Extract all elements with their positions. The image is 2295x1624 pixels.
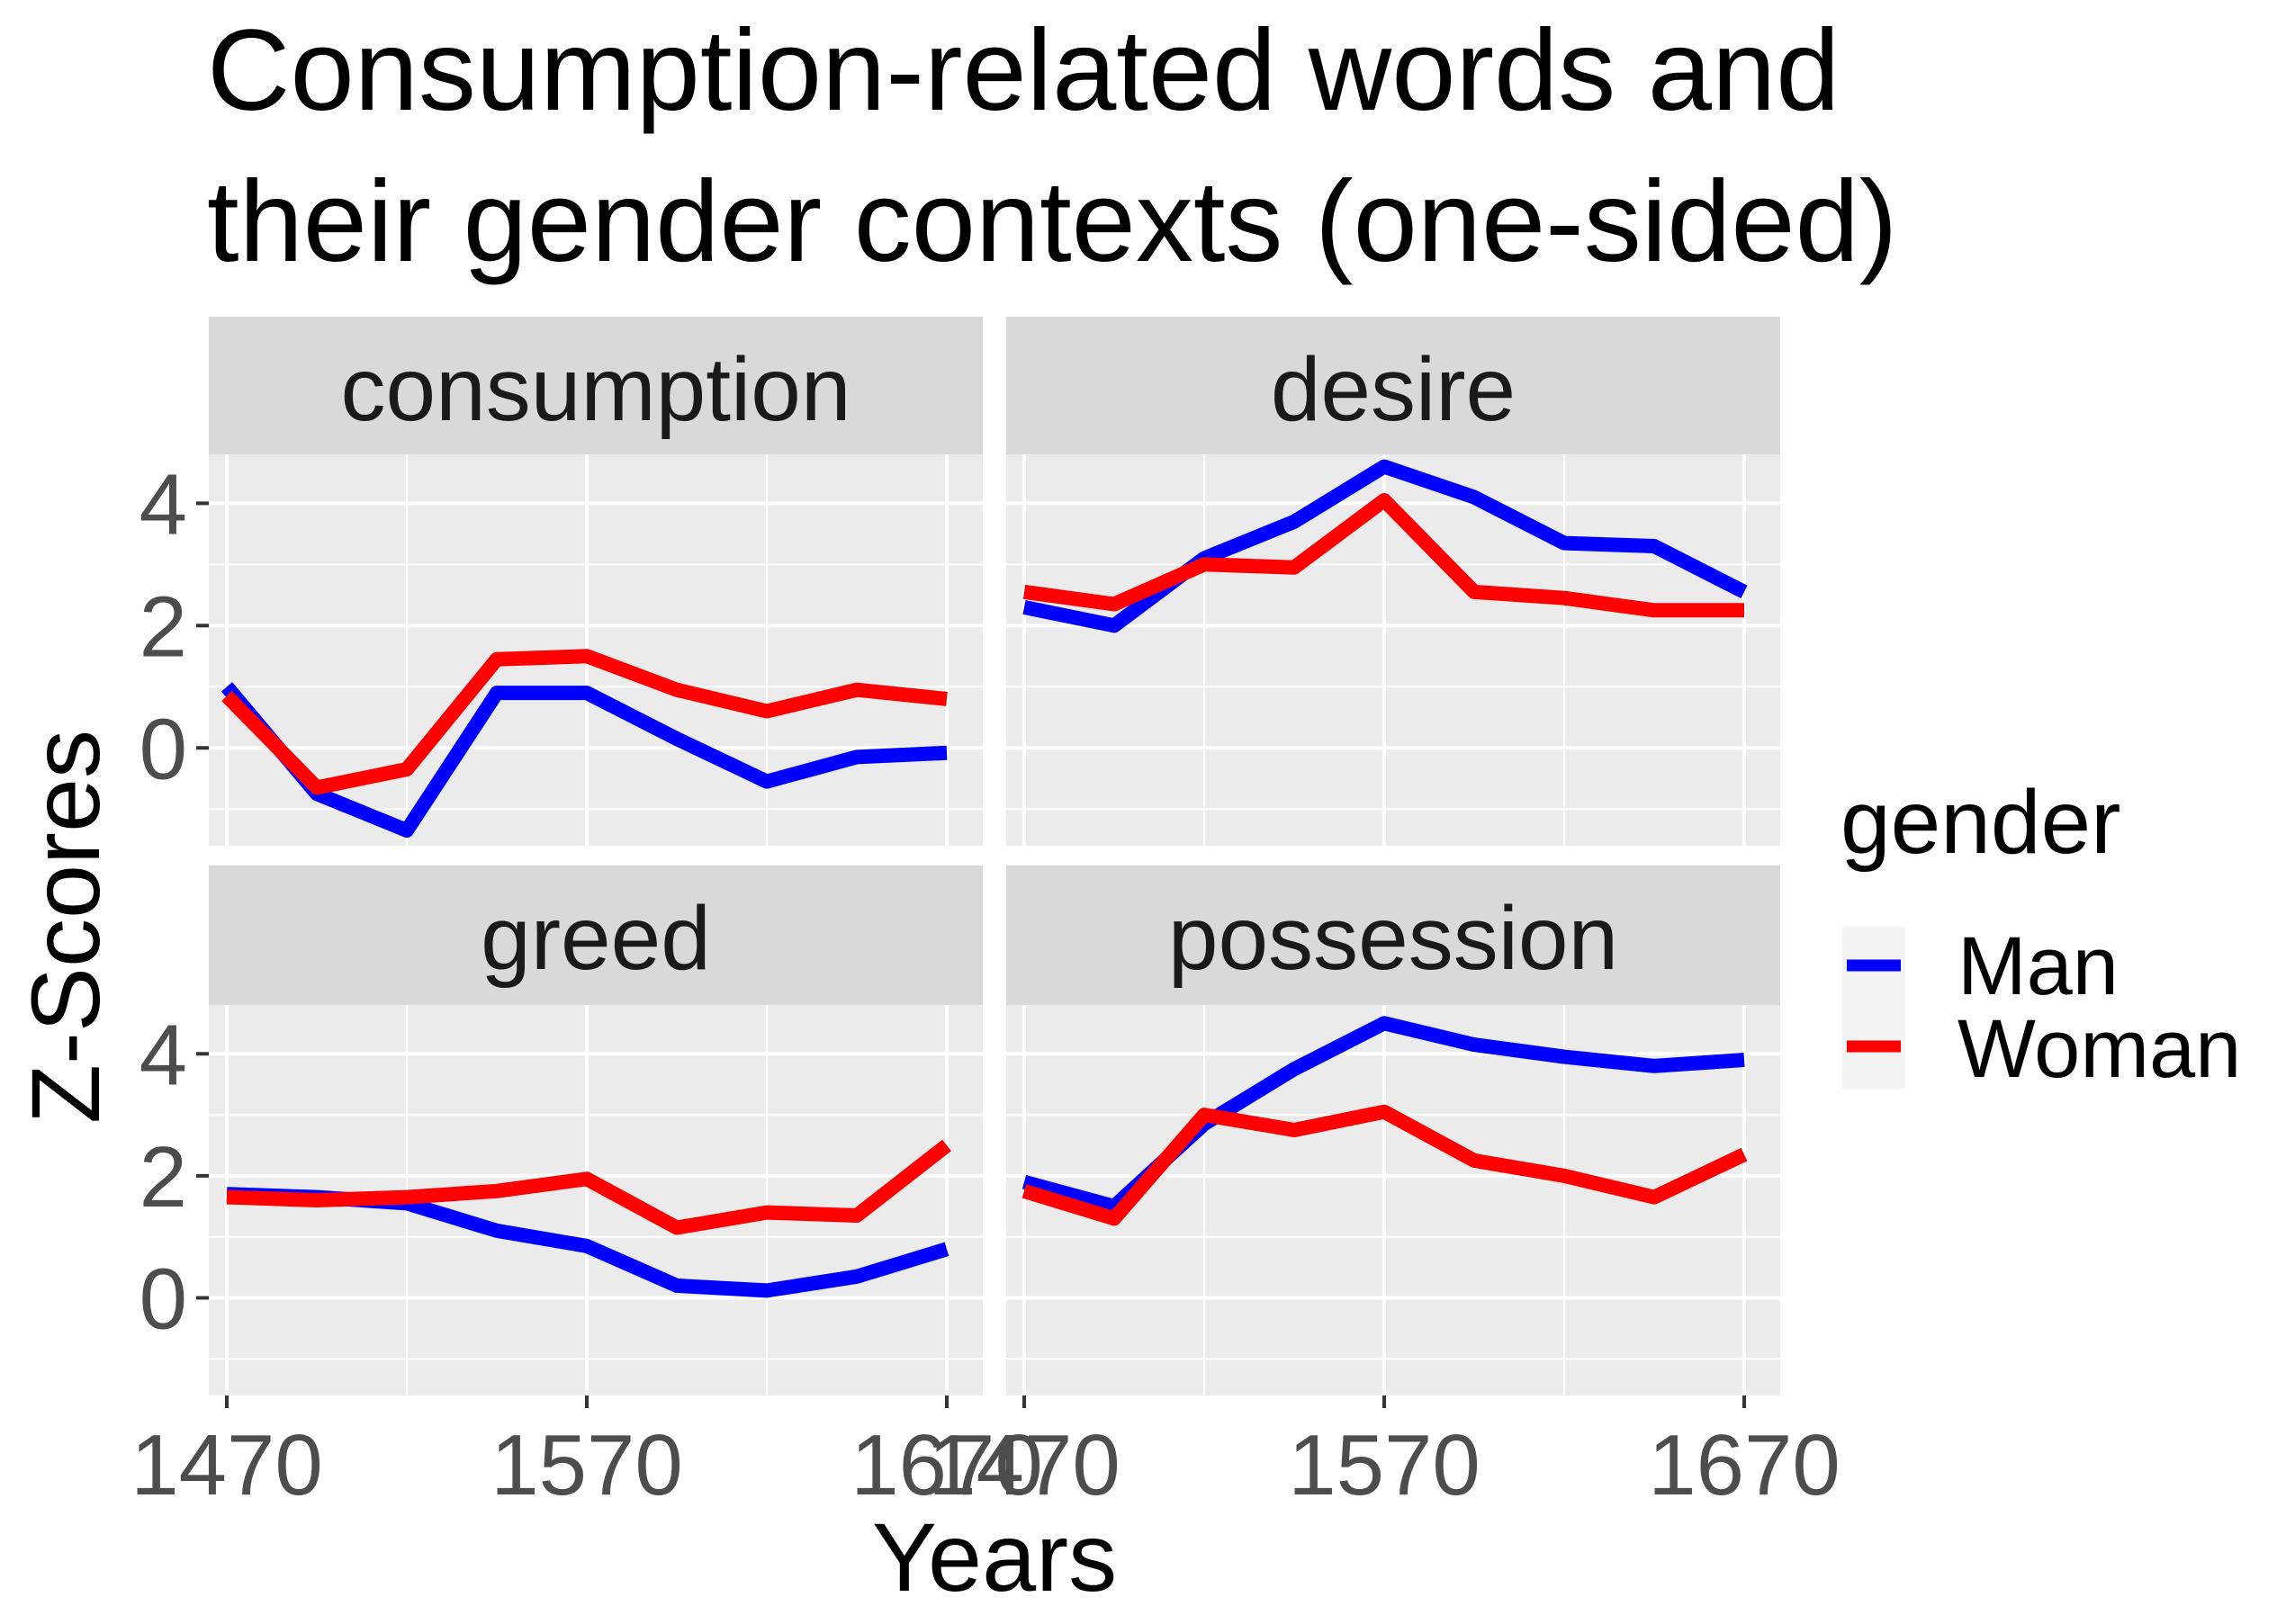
y-tick-label: 4 [140, 1007, 187, 1103]
x-tick-label: 1670 [850, 1417, 1043, 1513]
y-tick-label: 0 [140, 1252, 187, 1348]
y-axis-label: Z-Scores [11, 730, 120, 1124]
panel-desire: desire [1006, 317, 1780, 846]
y-tick-label: 2 [140, 1129, 187, 1225]
facet-strip-desire [1006, 317, 1780, 454]
x-tick-label: 1570 [1288, 1417, 1480, 1513]
series-line-woman-consumption [221, 649, 948, 795]
facet-label-desire: desire [1271, 339, 1516, 440]
facet-label-consumption: consumption [341, 339, 851, 440]
x-tick-label: 1670 [1648, 1417, 1840, 1513]
panel-greed: greed 0 2 4 1470 1570 1670 [130, 866, 1043, 1513]
facet-panels: consumption 0 2 4 desire greed 0 2 4 1470 1570 1670… [130, 317, 1840, 1513]
series-line-man-desire [1022, 459, 1748, 633]
chart-title-line-1: Consumption-related words and [207, 6, 1840, 135]
series-line-man-consumption [220, 682, 948, 838]
facet-strip-greed [209, 866, 983, 1005]
series-line-woman-possession [1022, 1104, 1748, 1226]
series-line-woman-greed [226, 1139, 951, 1235]
x-axis-label: Years [872, 1503, 1117, 1611]
x-tick-label: 1470 [130, 1417, 323, 1513]
legend: gender Man Woman [1840, 772, 2241, 1095]
panel-consumption: consumption 0 2 4 [140, 317, 983, 846]
x-tick-label: 1470 [928, 1417, 1120, 1513]
series-line-woman-desire [1022, 493, 1744, 618]
legend-title: gender [1840, 772, 2120, 873]
facet-strip-possession [1006, 866, 1780, 1005]
facet-strip-consumption [209, 317, 983, 454]
legend-label-man: Man [1958, 920, 2119, 1012]
y-tick-label: 2 [140, 579, 187, 675]
facet-label-possession: possession [1168, 888, 1618, 989]
legend-label-woman: Woman [1958, 1003, 2241, 1095]
y-tick-label: 4 [140, 456, 187, 552]
panel-possession: possession 1470 1570 1670 [928, 866, 1840, 1513]
x-tick-label: 1570 [490, 1417, 683, 1513]
facet-label-greed: greed [481, 888, 711, 989]
y-tick-label: 0 [140, 701, 187, 797]
legend-key-background [1842, 927, 1905, 1089]
chart-title-line-2: their gender contexts (one-sided) [207, 157, 1897, 286]
chart-title: Consumption-related words and their gend… [207, 6, 1897, 286]
